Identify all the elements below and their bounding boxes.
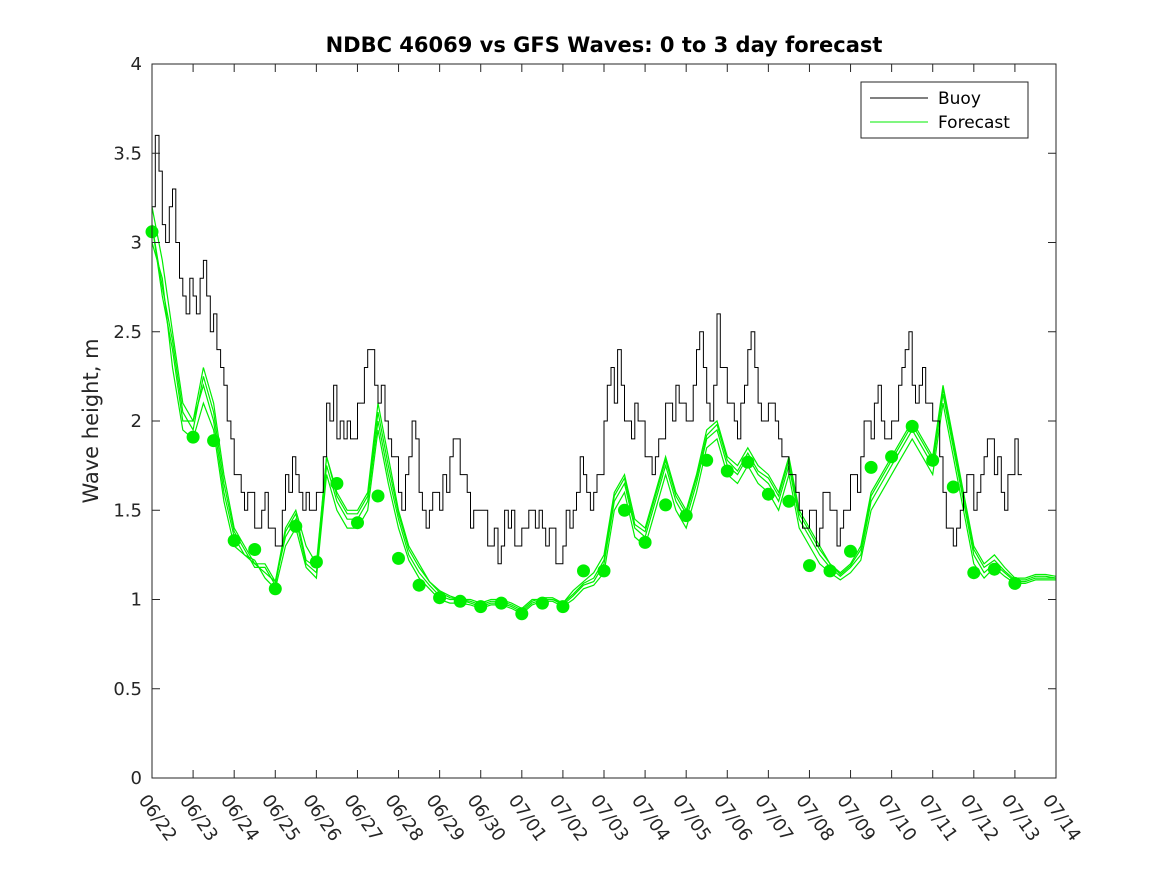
- y-tick-label: 4: [131, 54, 142, 75]
- forecast-marker: [761, 487, 775, 501]
- forecast-marker: [700, 453, 714, 467]
- forecast-marker: [967, 566, 981, 580]
- data-layer: [145, 134, 1057, 621]
- y-axis-label: Wave height, m: [79, 338, 103, 503]
- legend-label-buoy: Buoy: [938, 89, 981, 109]
- forecast-marker: [371, 489, 385, 503]
- forecast-marker: [659, 498, 673, 512]
- forecast-marker: [844, 544, 857, 558]
- forecast-marker: [474, 600, 488, 614]
- forecast-marker: [864, 460, 878, 474]
- forecast-line-3: [151, 224, 1057, 611]
- forecast-marker: [638, 535, 652, 549]
- y-tick-label: 1.5: [113, 500, 142, 521]
- forecast-marker: [905, 419, 919, 433]
- forecast-marker: [289, 519, 303, 533]
- forecast-marker: [433, 591, 447, 605]
- forecast-marker: [330, 477, 344, 490]
- y-tick-label: 0.5: [113, 679, 142, 700]
- forecast-marker: [515, 607, 529, 621]
- legend-label-forecast: Forecast: [938, 113, 1010, 133]
- legend: Buoy Forecast: [860, 81, 1029, 139]
- y-tick-label: 3: [131, 233, 142, 254]
- forecast-marker: [885, 450, 899, 464]
- forecast-marker: [535, 596, 549, 610]
- y-tick-label: 1: [131, 590, 142, 611]
- forecast-marker: [186, 430, 200, 444]
- forecast-marker: [720, 464, 734, 478]
- forecast-marker: [227, 534, 241, 548]
- forecast-marker: [351, 516, 364, 530]
- forecast-marker: [577, 564, 590, 578]
- forecast-marker: [597, 564, 611, 578]
- forecast-line-1: [151, 206, 1056, 613]
- buoy-line: [152, 134, 1022, 565]
- forecast-marker: [679, 509, 693, 523]
- y-tick-label: 2.5: [113, 322, 142, 343]
- forecast-marker: [453, 594, 467, 608]
- forecast-marker: [207, 434, 221, 448]
- y-tick-label: 3.5: [113, 143, 142, 164]
- forecast-marker: [268, 582, 282, 596]
- forecast-marker: [412, 578, 426, 592]
- legend-box: [860, 81, 1029, 139]
- forecast-line-0: [151, 224, 1057, 610]
- forecast-marker: [556, 600, 570, 614]
- forecast-marker: [803, 559, 816, 573]
- forecast-marker: [392, 551, 405, 565]
- forecast-marker: [618, 503, 631, 517]
- forecast-marker: [926, 453, 940, 467]
- forecast-marker: [1008, 576, 1022, 590]
- forecast-marker: [987, 562, 1001, 576]
- forecast-marker: [309, 555, 323, 569]
- y-tick-label: 0: [131, 768, 142, 789]
- forecast-marker: [494, 596, 508, 610]
- forecast-marker: [782, 494, 796, 508]
- forecast-marker: [741, 455, 755, 469]
- forecast-marker: [946, 480, 960, 494]
- forecast-marker: [823, 564, 837, 578]
- chart-title: NDBC 46069 vs GFS Waves: 0 to 3 day fore…: [326, 33, 883, 57]
- y-tick-label: 2: [131, 411, 142, 432]
- forecast-marker: [248, 543, 262, 556]
